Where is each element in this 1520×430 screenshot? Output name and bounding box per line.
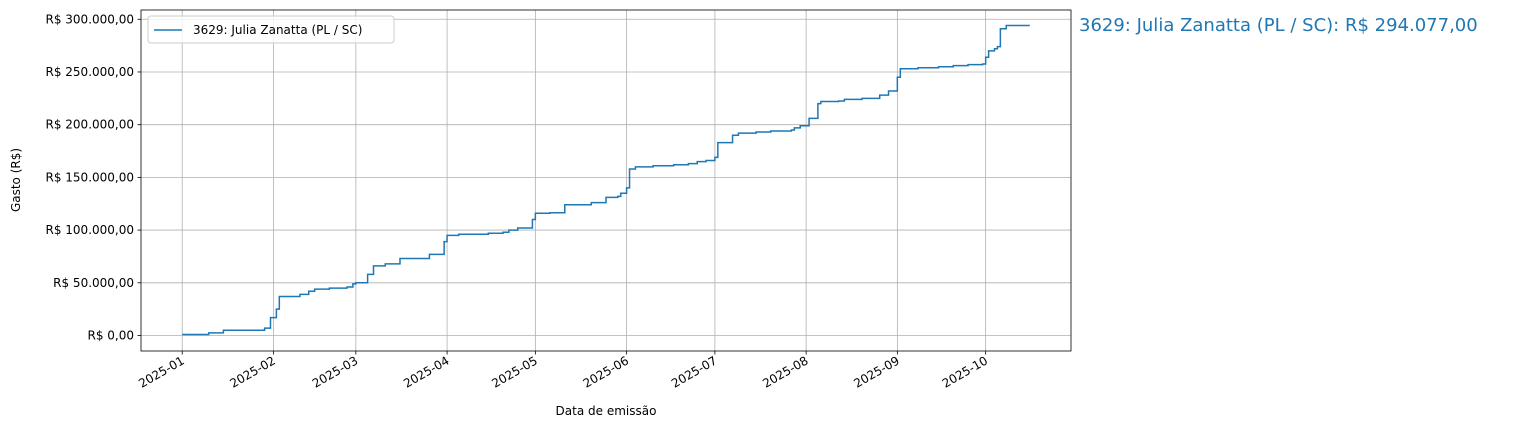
x-tick-label: 2025-05 bbox=[489, 353, 539, 390]
y-tick-label: R$ 150.000,00 bbox=[46, 170, 135, 184]
y-tick-label: R$ 200.000,00 bbox=[46, 118, 135, 132]
x-tick-label: 2025-04 bbox=[401, 353, 451, 390]
y-axis-label: Gasto (R$) bbox=[9, 148, 23, 212]
x-tick-label: 2025-07 bbox=[669, 353, 719, 390]
x-tick-label: 2025-01 bbox=[136, 353, 186, 390]
legend: 3629: Julia Zanatta (PL / SC) bbox=[147, 15, 395, 44]
y-tick-label: R$ 50.000,00 bbox=[53, 276, 134, 290]
y-tick-label: R$ 100.000,00 bbox=[46, 223, 135, 237]
legend-label: 3629: Julia Zanatta (PL / SC) bbox=[193, 23, 362, 37]
y-tick-label: R$ 250.000,00 bbox=[46, 65, 135, 79]
x-tick-label: 2025-08 bbox=[760, 353, 810, 390]
y-tick-label: R$ 0,00 bbox=[87, 328, 134, 342]
legend-box bbox=[147, 15, 395, 44]
x-axis-label: Data de emissão bbox=[556, 404, 657, 418]
annotation: 3629: Julia Zanatta (PL / SC): R$ 294.07… bbox=[1079, 15, 1478, 36]
x-tick-label: 2025-09 bbox=[851, 353, 901, 390]
step-line bbox=[182, 24, 1030, 336]
x-tick-label: 2025-10 bbox=[940, 353, 990, 390]
y-tick-label: R$ 300.000,00 bbox=[46, 12, 135, 26]
axes-frame bbox=[140, 9, 1072, 352]
x-tick-label: 2025-02 bbox=[228, 353, 278, 390]
x-tick-label: 2025-03 bbox=[310, 353, 360, 390]
x-tick-label: 2025-06 bbox=[581, 353, 631, 390]
